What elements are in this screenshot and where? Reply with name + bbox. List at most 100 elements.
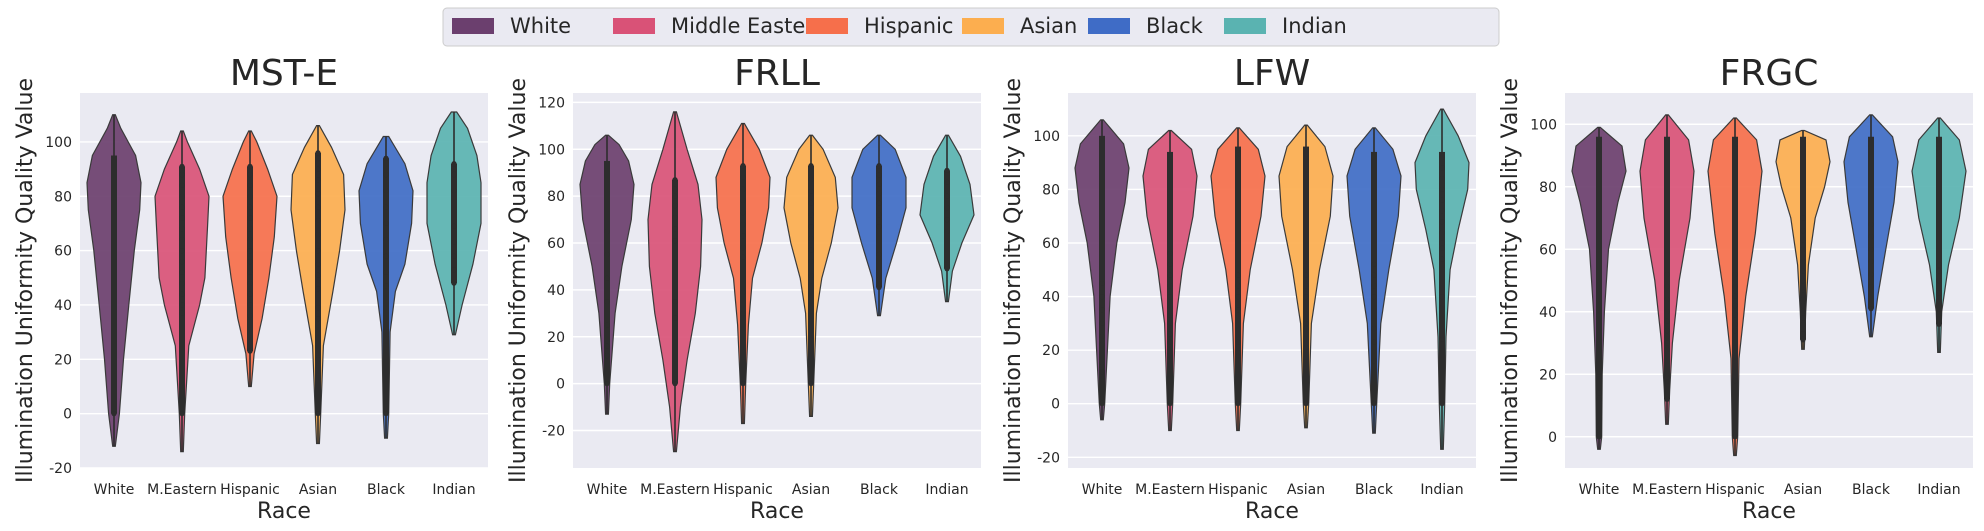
x-tick-label: M.Eastern bbox=[640, 482, 710, 498]
y-tick-label: -20 bbox=[542, 424, 565, 440]
violin-point bbox=[1303, 283, 1309, 289]
violin-point bbox=[247, 302, 253, 308]
x-tick-label: White bbox=[1082, 482, 1123, 498]
violin-point bbox=[876, 163, 882, 169]
violin-point bbox=[1439, 240, 1445, 246]
violin-point bbox=[604, 275, 610, 281]
y-tick-label: 40 bbox=[547, 283, 565, 299]
y-tick-label: 60 bbox=[547, 236, 565, 252]
violin-point bbox=[876, 273, 882, 279]
violin-point bbox=[1439, 208, 1445, 214]
y-tick-label: 0 bbox=[63, 407, 72, 423]
violin-point bbox=[1235, 401, 1241, 407]
y-tick-label: 20 bbox=[1042, 343, 1060, 359]
violin-point bbox=[1167, 401, 1173, 407]
violin-point bbox=[740, 174, 746, 180]
violin-point bbox=[1099, 280, 1105, 286]
violin-point bbox=[383, 283, 389, 289]
violin-point bbox=[1439, 336, 1445, 343]
violin-point bbox=[808, 381, 814, 387]
violin-point bbox=[1371, 358, 1377, 364]
violin-point bbox=[111, 411, 117, 417]
violin-point bbox=[247, 215, 253, 221]
y-tick-label: 80 bbox=[547, 189, 565, 205]
y-tick-label: 0 bbox=[1548, 430, 1557, 446]
legend: White Middle Eastern Hispanic Asian Black Ind… bbox=[442, 7, 1500, 47]
violin-point bbox=[876, 172, 882, 178]
violin-point bbox=[1664, 374, 1670, 380]
chart-panel: -20 0 20 40 60 80 100 120 FRLL Race Illumination U… bbox=[506, 53, 981, 524]
violin-point bbox=[1732, 284, 1738, 290]
violin-point bbox=[1664, 309, 1670, 315]
violin-point bbox=[1868, 259, 1874, 265]
violin-point bbox=[1664, 318, 1670, 324]
violin-point bbox=[451, 280, 457, 286]
violin-point bbox=[944, 228, 950, 234]
violin-point bbox=[1439, 176, 1445, 182]
violin-point bbox=[1099, 293, 1105, 300]
violin-point bbox=[247, 291, 253, 297]
x-tick-label: Asian bbox=[299, 482, 337, 498]
violin-point bbox=[179, 193, 185, 199]
violin-point bbox=[1868, 284, 1874, 290]
violin-point bbox=[383, 155, 389, 161]
violin-point bbox=[1936, 262, 1942, 268]
violin-point bbox=[672, 202, 678, 209]
violin-point bbox=[1800, 321, 1806, 327]
legend-swatch bbox=[1088, 18, 1130, 34]
violin-point bbox=[179, 291, 185, 297]
violin-point bbox=[740, 289, 746, 295]
violin-point bbox=[1868, 271, 1874, 277]
violin-point bbox=[247, 163, 253, 169]
violin-point bbox=[315, 272, 321, 278]
violin-box bbox=[1371, 151, 1377, 404]
violin-point bbox=[315, 261, 321, 267]
violin-point bbox=[1732, 293, 1738, 299]
violin-point bbox=[1303, 401, 1309, 407]
violin-point bbox=[604, 252, 610, 258]
violin-point bbox=[247, 313, 253, 319]
violin-point bbox=[179, 269, 185, 275]
legend-label: White bbox=[510, 14, 571, 38]
legend-swatch bbox=[1224, 18, 1266, 34]
violin-point bbox=[1664, 340, 1670, 346]
violin-point bbox=[1732, 271, 1738, 277]
violin-point bbox=[672, 315, 678, 321]
violin-point bbox=[1099, 401, 1105, 407]
violin-point bbox=[944, 216, 950, 223]
violin-point bbox=[383, 171, 389, 178]
violin-point bbox=[315, 286, 321, 292]
violin-point bbox=[179, 163, 185, 169]
y-axis-label: Illumination Uniformity Quality Value bbox=[1001, 78, 1026, 483]
y-tick-label: 120 bbox=[538, 95, 565, 111]
x-axis-label: Race bbox=[1742, 499, 1796, 524]
violin-point bbox=[179, 226, 185, 232]
violin-point bbox=[1936, 268, 1942, 274]
violin-point bbox=[315, 305, 321, 311]
violin-point bbox=[1800, 287, 1806, 293]
violin-point bbox=[179, 237, 185, 243]
violin-point bbox=[315, 248, 321, 254]
y-tick-label: 20 bbox=[547, 330, 565, 346]
violin-point bbox=[1800, 237, 1806, 243]
plot-area bbox=[80, 93, 488, 468]
violin-point bbox=[740, 381, 746, 387]
y-tick-label: 100 bbox=[538, 142, 565, 158]
violin-point bbox=[1732, 302, 1738, 309]
x-tick-label: M.Eastern bbox=[1632, 482, 1702, 498]
violin-point bbox=[1439, 304, 1445, 310]
violin-point bbox=[672, 238, 678, 244]
y-tick-label: 20 bbox=[54, 352, 72, 368]
violin-point bbox=[179, 215, 185, 221]
violin-point bbox=[1371, 401, 1377, 407]
x-tick-label: Hispanic bbox=[713, 482, 773, 498]
violin-point bbox=[944, 205, 950, 211]
chart-panel: -20 0 20 40 60 80 100 LFW Race Illumination Unifo… bbox=[1001, 53, 1476, 524]
violin-point bbox=[740, 233, 746, 239]
violin-point bbox=[740, 163, 746, 169]
violin-point bbox=[1303, 326, 1309, 332]
violin-point bbox=[1167, 261, 1173, 268]
violin-point bbox=[315, 190, 321, 197]
y-tick-label: 80 bbox=[1539, 180, 1557, 196]
